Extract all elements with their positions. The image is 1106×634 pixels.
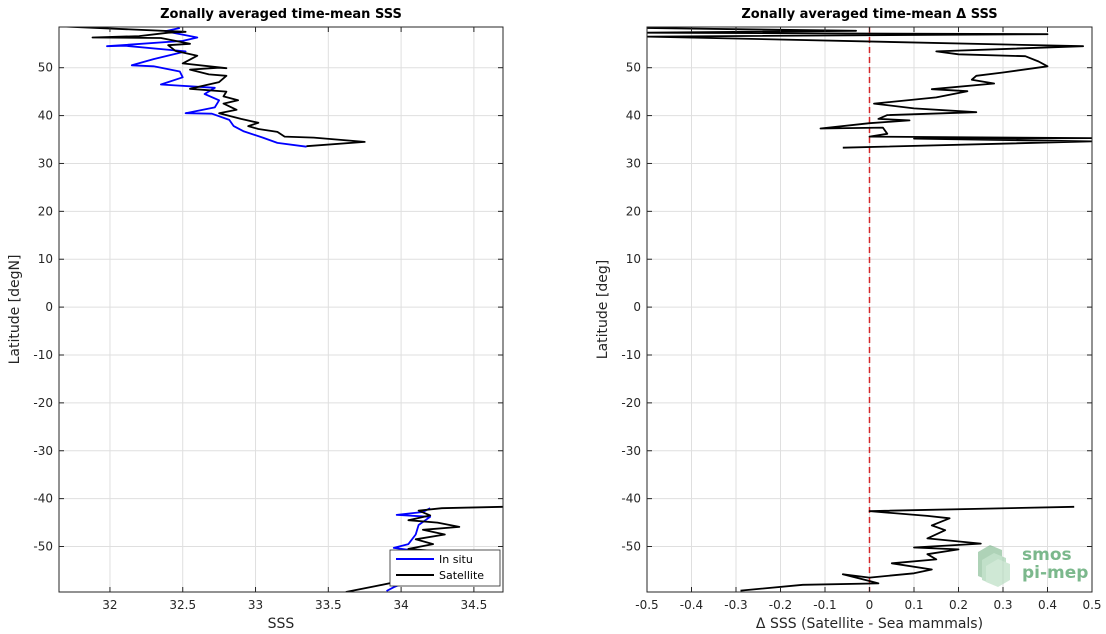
left-chart-panel: 32 32.5 33 33.5 34 34.5 -50 -40 -30 -20 -10 0 10 20 3… xyxy=(7,7,504,632)
left-y-tick-label: -20 xyxy=(33,396,53,410)
right-x-tick-label: -0.4 xyxy=(680,598,703,612)
logo-cube-icon xyxy=(978,545,1010,587)
left-y-tick-label: 30 xyxy=(38,156,53,170)
right-x-tick-label: -0.3 xyxy=(724,598,747,612)
smos-pi-mep-logo: smos pi-mep xyxy=(978,545,1088,587)
right-x-tick-label: 0.5 xyxy=(1082,598,1101,612)
left-y-tick-label: -10 xyxy=(33,348,53,362)
right-y-tick-label: 20 xyxy=(626,204,641,218)
left-y-tick-label: 10 xyxy=(38,252,53,266)
right-y-tick-label: 40 xyxy=(626,109,641,123)
right-y-tick-label: 50 xyxy=(626,61,641,75)
right-x-tick-label: -0.1 xyxy=(813,598,836,612)
left-x-tick-label: 33.5 xyxy=(315,598,342,612)
right-series-series-0-line xyxy=(740,505,1075,592)
left-series-in-situ-line xyxy=(106,27,307,148)
legend-label-in-situ: In situ xyxy=(439,553,473,566)
left-y-tick-label: 0 xyxy=(45,300,53,314)
right-x-ticks: -0.5 -0.4 -0.3 -0.2 -0.1 0 0.1 0.2 0.3 0.4 0.5 xyxy=(635,27,1102,612)
right-y-axis-label: Latitude [deg] xyxy=(595,260,611,359)
left-y-tick-label: 40 xyxy=(38,109,53,123)
right-y-tick-label: -50 xyxy=(621,540,641,554)
left-y-axis-label: Latitude [degN] xyxy=(7,255,23,365)
left-y-tick-label: -50 xyxy=(33,540,53,554)
right-y-tick-label: 0 xyxy=(633,300,641,314)
left-y-tick-label: -30 xyxy=(33,444,53,458)
right-x-tick-label: 0.1 xyxy=(904,598,923,612)
left-y-tick-label: -40 xyxy=(33,492,53,506)
right-series-series-0-line xyxy=(647,27,1092,149)
left-x-tick-label: 34.5 xyxy=(461,598,488,612)
left-x-tick-label: 33 xyxy=(248,598,263,612)
right-y-tick-label: 30 xyxy=(626,156,641,170)
right-x-tick-label: 0.4 xyxy=(1038,598,1057,612)
right-y-tick-label: -30 xyxy=(621,444,641,458)
right-chart-panel: -0.5 -0.4 -0.3 -0.2 -0.1 0 0.1 0.2 0.3 0.4 0.5 -50… xyxy=(595,7,1102,632)
left-legend: In situ Satellite xyxy=(389,549,501,587)
logo-line-2: pi-mep xyxy=(1022,563,1088,583)
left-y-tick-label: 50 xyxy=(38,61,53,75)
left-grid xyxy=(59,27,503,592)
right-y-ticks: -50 -40 -30 -20 -10 0 10 20 30 40 50 xyxy=(621,61,1092,554)
left-x-axis-label: SSS xyxy=(268,616,295,632)
logo-line-1: smos xyxy=(1022,545,1072,565)
right-series-layer xyxy=(647,27,1092,592)
right-y-tick-label: -20 xyxy=(621,396,641,410)
right-x-axis-label: Δ SSS (Satellite - Sea mammals) xyxy=(756,616,983,632)
legend-box xyxy=(389,549,501,587)
left-x-tick-label: 34 xyxy=(393,598,408,612)
right-chart-title: Zonally averaged time-mean Δ SSS xyxy=(741,7,997,22)
left-x-tick-label: 32.5 xyxy=(169,598,196,612)
right-x-tick-label: 0.2 xyxy=(949,598,968,612)
left-plot-frame xyxy=(58,26,504,593)
right-x-tick-label: -0.2 xyxy=(769,598,792,612)
right-x-tick-label: 0 xyxy=(866,598,874,612)
left-y-tick-label: 20 xyxy=(38,204,53,218)
legend-label-satellite: Satellite xyxy=(439,569,484,582)
left-y-ticks: -50 -40 -30 -20 -10 0 10 20 30 40 50 xyxy=(33,61,503,554)
right-x-tick-label: -0.5 xyxy=(635,598,658,612)
right-y-tick-label: 10 xyxy=(626,252,641,266)
right-x-tick-label: 0.3 xyxy=(993,598,1012,612)
left-chart-title: Zonally averaged time-mean SSS xyxy=(160,7,402,22)
right-y-tick-label: -10 xyxy=(621,348,641,362)
left-x-ticks: 32 32.5 33 33.5 34 34.5 xyxy=(102,27,487,612)
left-plot-background xyxy=(59,27,503,592)
left-x-tick-label: 32 xyxy=(102,598,117,612)
left-series-satellite-line xyxy=(63,27,366,148)
right-y-tick-label: -40 xyxy=(621,492,641,506)
